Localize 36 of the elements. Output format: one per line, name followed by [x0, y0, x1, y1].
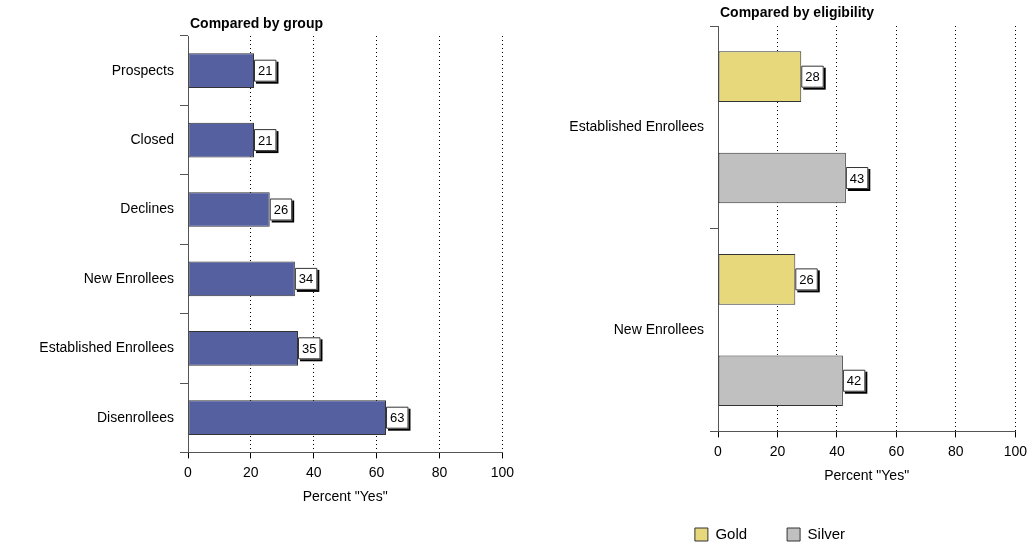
- x-tick-label: 60: [888, 442, 905, 459]
- chart-title: Compared by group: [190, 14, 324, 31]
- x-tick-label: 40: [829, 442, 845, 459]
- data-label: 21: [258, 63, 273, 79]
- data-label: 34: [298, 271, 314, 287]
- data-label: 35: [302, 340, 317, 356]
- y-tick-label: New Enrollees: [613, 320, 704, 337]
- x-axis-title: Percent "Yes": [302, 488, 388, 505]
- y-tick-label: Closed: [130, 130, 174, 147]
- legend-label: Gold: [715, 524, 748, 542]
- y-tick-label: New Enrollees: [83, 269, 174, 286]
- x-tick-label: 100: [490, 463, 515, 480]
- x-tick-label: 20: [769, 442, 786, 459]
- chart-title: Compared by eligibility: [720, 3, 875, 20]
- y-tick-label: Prospects: [111, 61, 174, 78]
- data-label: 63: [390, 410, 405, 426]
- x-tick-label: 60: [368, 463, 385, 480]
- data-label: 28: [805, 69, 820, 85]
- legend-label: Silver: [807, 524, 846, 542]
- y-tick-label: Established Enrollees: [39, 339, 174, 356]
- x-tick-label: 80: [948, 442, 964, 459]
- x-tick-label: 100: [1003, 442, 1028, 459]
- data-label: 26: [799, 271, 814, 287]
- data-label: 43: [849, 170, 865, 186]
- x-tick-label: 20: [243, 463, 259, 480]
- x-axis-title: Percent "Yes": [824, 467, 910, 484]
- y-tick-label: Established Enrollees: [569, 118, 704, 135]
- x-tick-label: 0: [184, 463, 193, 480]
- data-label: 21: [258, 132, 273, 148]
- x-tick-label: 40: [305, 463, 322, 480]
- data-label: 26: [273, 202, 289, 218]
- data-label: 42: [846, 373, 862, 389]
- y-tick-label: Declines: [120, 200, 174, 217]
- x-tick-label: 80: [431, 463, 448, 480]
- x-tick-label: 0: [714, 442, 723, 459]
- y-tick-label: Disenrollees: [96, 408, 174, 425]
